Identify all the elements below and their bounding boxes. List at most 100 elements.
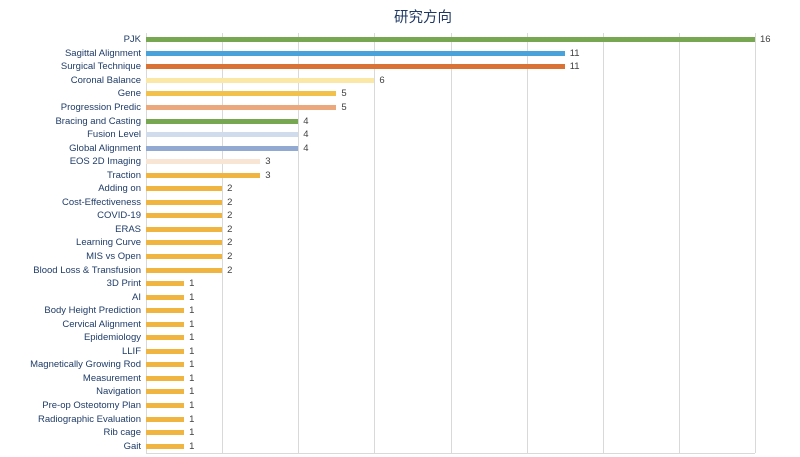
value-label: 2	[227, 196, 233, 208]
value-label: 1	[189, 413, 195, 425]
category-label: Rib cage	[103, 427, 142, 439]
value-label: 2	[227, 223, 233, 235]
bar	[146, 213, 223, 219]
bar	[146, 308, 185, 314]
bar	[146, 172, 261, 178]
bar-track: 1	[146, 304, 790, 318]
category-label: Fusion Level	[87, 129, 141, 141]
chart-row: Traction 3	[0, 168, 790, 182]
bar	[146, 77, 375, 83]
category-label: Traction	[107, 169, 141, 181]
value-label: 1	[189, 386, 195, 398]
chart-row: Coronal Balance 6	[0, 74, 790, 88]
category-label: Body Height Prediction	[44, 305, 141, 317]
bar-track: 1	[146, 412, 790, 426]
bar-track: 1	[146, 399, 790, 413]
value-label: 3	[265, 169, 271, 181]
bar-track: 1	[146, 277, 790, 291]
category-label: LLIF	[121, 345, 141, 357]
chart-row: Rib cage 1	[0, 426, 790, 440]
chart-row: Navigation 1	[0, 385, 790, 399]
bar	[146, 118, 299, 124]
bar	[146, 254, 223, 260]
gridline	[526, 33, 528, 453]
bar-track: 1	[146, 426, 790, 440]
chart-row: COVID-19 2	[0, 209, 790, 223]
chart-row: Global Alignment 4	[0, 141, 790, 155]
bar	[146, 281, 185, 287]
category-label: COVID-19	[97, 210, 141, 222]
bar	[146, 267, 223, 273]
category-label: Radiographic Evaluation	[38, 413, 141, 425]
gridline	[222, 33, 224, 453]
bar	[146, 335, 185, 341]
chart-row: Pre-op Osteotomy Plan 1	[0, 399, 790, 413]
category-label: Learning Curve	[76, 237, 141, 249]
category-label: ERAS	[115, 223, 141, 235]
bar	[146, 389, 185, 395]
bar-track: 2	[146, 250, 790, 264]
bar-track: 2	[146, 182, 790, 196]
chart-row: Magnetically Growing Rod 1	[0, 358, 790, 372]
chart-title: 研究方向	[394, 10, 452, 26]
value-label: 5	[341, 88, 347, 100]
bar	[146, 375, 185, 381]
bar	[146, 132, 299, 138]
bar	[146, 199, 223, 205]
value-label: 1	[189, 359, 195, 371]
chart-row: Adding on 2	[0, 182, 790, 196]
bar-track: 1	[146, 358, 790, 372]
value-label: 6	[379, 74, 385, 86]
chart-row: Fusion Level 4	[0, 128, 790, 142]
bar-track: 1	[146, 439, 790, 453]
chart-row: Bracing and Casting 4	[0, 114, 790, 128]
chart-row: Gene 5	[0, 87, 790, 101]
bar	[146, 416, 185, 422]
value-label: 1	[189, 427, 195, 439]
chart-row: MIS vs Open 2	[0, 250, 790, 264]
bar-track: 2	[146, 209, 790, 223]
bar	[146, 145, 299, 151]
chart-row: 3D Print 1	[0, 277, 790, 291]
value-label: 1	[189, 305, 195, 317]
chart-row: EOS 2D Imaging 3	[0, 155, 790, 169]
chart-row: Cost-Effectiveness 2	[0, 196, 790, 210]
chart-row: AI 1	[0, 290, 790, 304]
bar	[146, 50, 565, 56]
bar-track: 2	[146, 263, 790, 277]
bar-track: 2	[146, 223, 790, 237]
bar	[146, 430, 185, 436]
category-label: Cost-Effectiveness	[61, 196, 141, 208]
bar-track: 11	[146, 47, 790, 61]
category-label: Blood Loss & Transfusion	[33, 264, 141, 276]
bar	[146, 240, 223, 246]
value-label: 1	[189, 291, 195, 303]
chart-row: Gait 1	[0, 439, 790, 453]
category-label: 3D Print	[106, 278, 141, 290]
bar	[146, 362, 185, 368]
bar	[146, 226, 223, 232]
bar	[146, 443, 185, 449]
bar-track: 1	[146, 317, 790, 331]
value-label: 1	[189, 332, 195, 344]
category-label: Adding on	[98, 183, 141, 195]
chart-row: PJK 16	[0, 33, 790, 47]
value-label: 4	[303, 115, 309, 127]
gridline	[298, 33, 300, 453]
value-label: 2	[227, 183, 233, 195]
bar	[146, 348, 185, 354]
bar	[146, 186, 223, 192]
value-label: 2	[227, 210, 233, 222]
bar-track: 4	[146, 141, 790, 155]
chart-row: Radiographic Evaluation 1	[0, 412, 790, 426]
bar-track: 1	[146, 290, 790, 304]
category-label: Cervical Alignment	[62, 318, 141, 330]
value-label: 1	[189, 372, 195, 384]
bar-track: 1	[146, 385, 790, 399]
value-label: 16	[760, 34, 771, 46]
category-label: Sagittal Alignment	[64, 47, 141, 59]
bar-track: 1	[146, 372, 790, 386]
bar-track: 1	[146, 345, 790, 359]
category-label: Epidemiology	[83, 332, 141, 344]
value-label: 1	[189, 400, 195, 412]
